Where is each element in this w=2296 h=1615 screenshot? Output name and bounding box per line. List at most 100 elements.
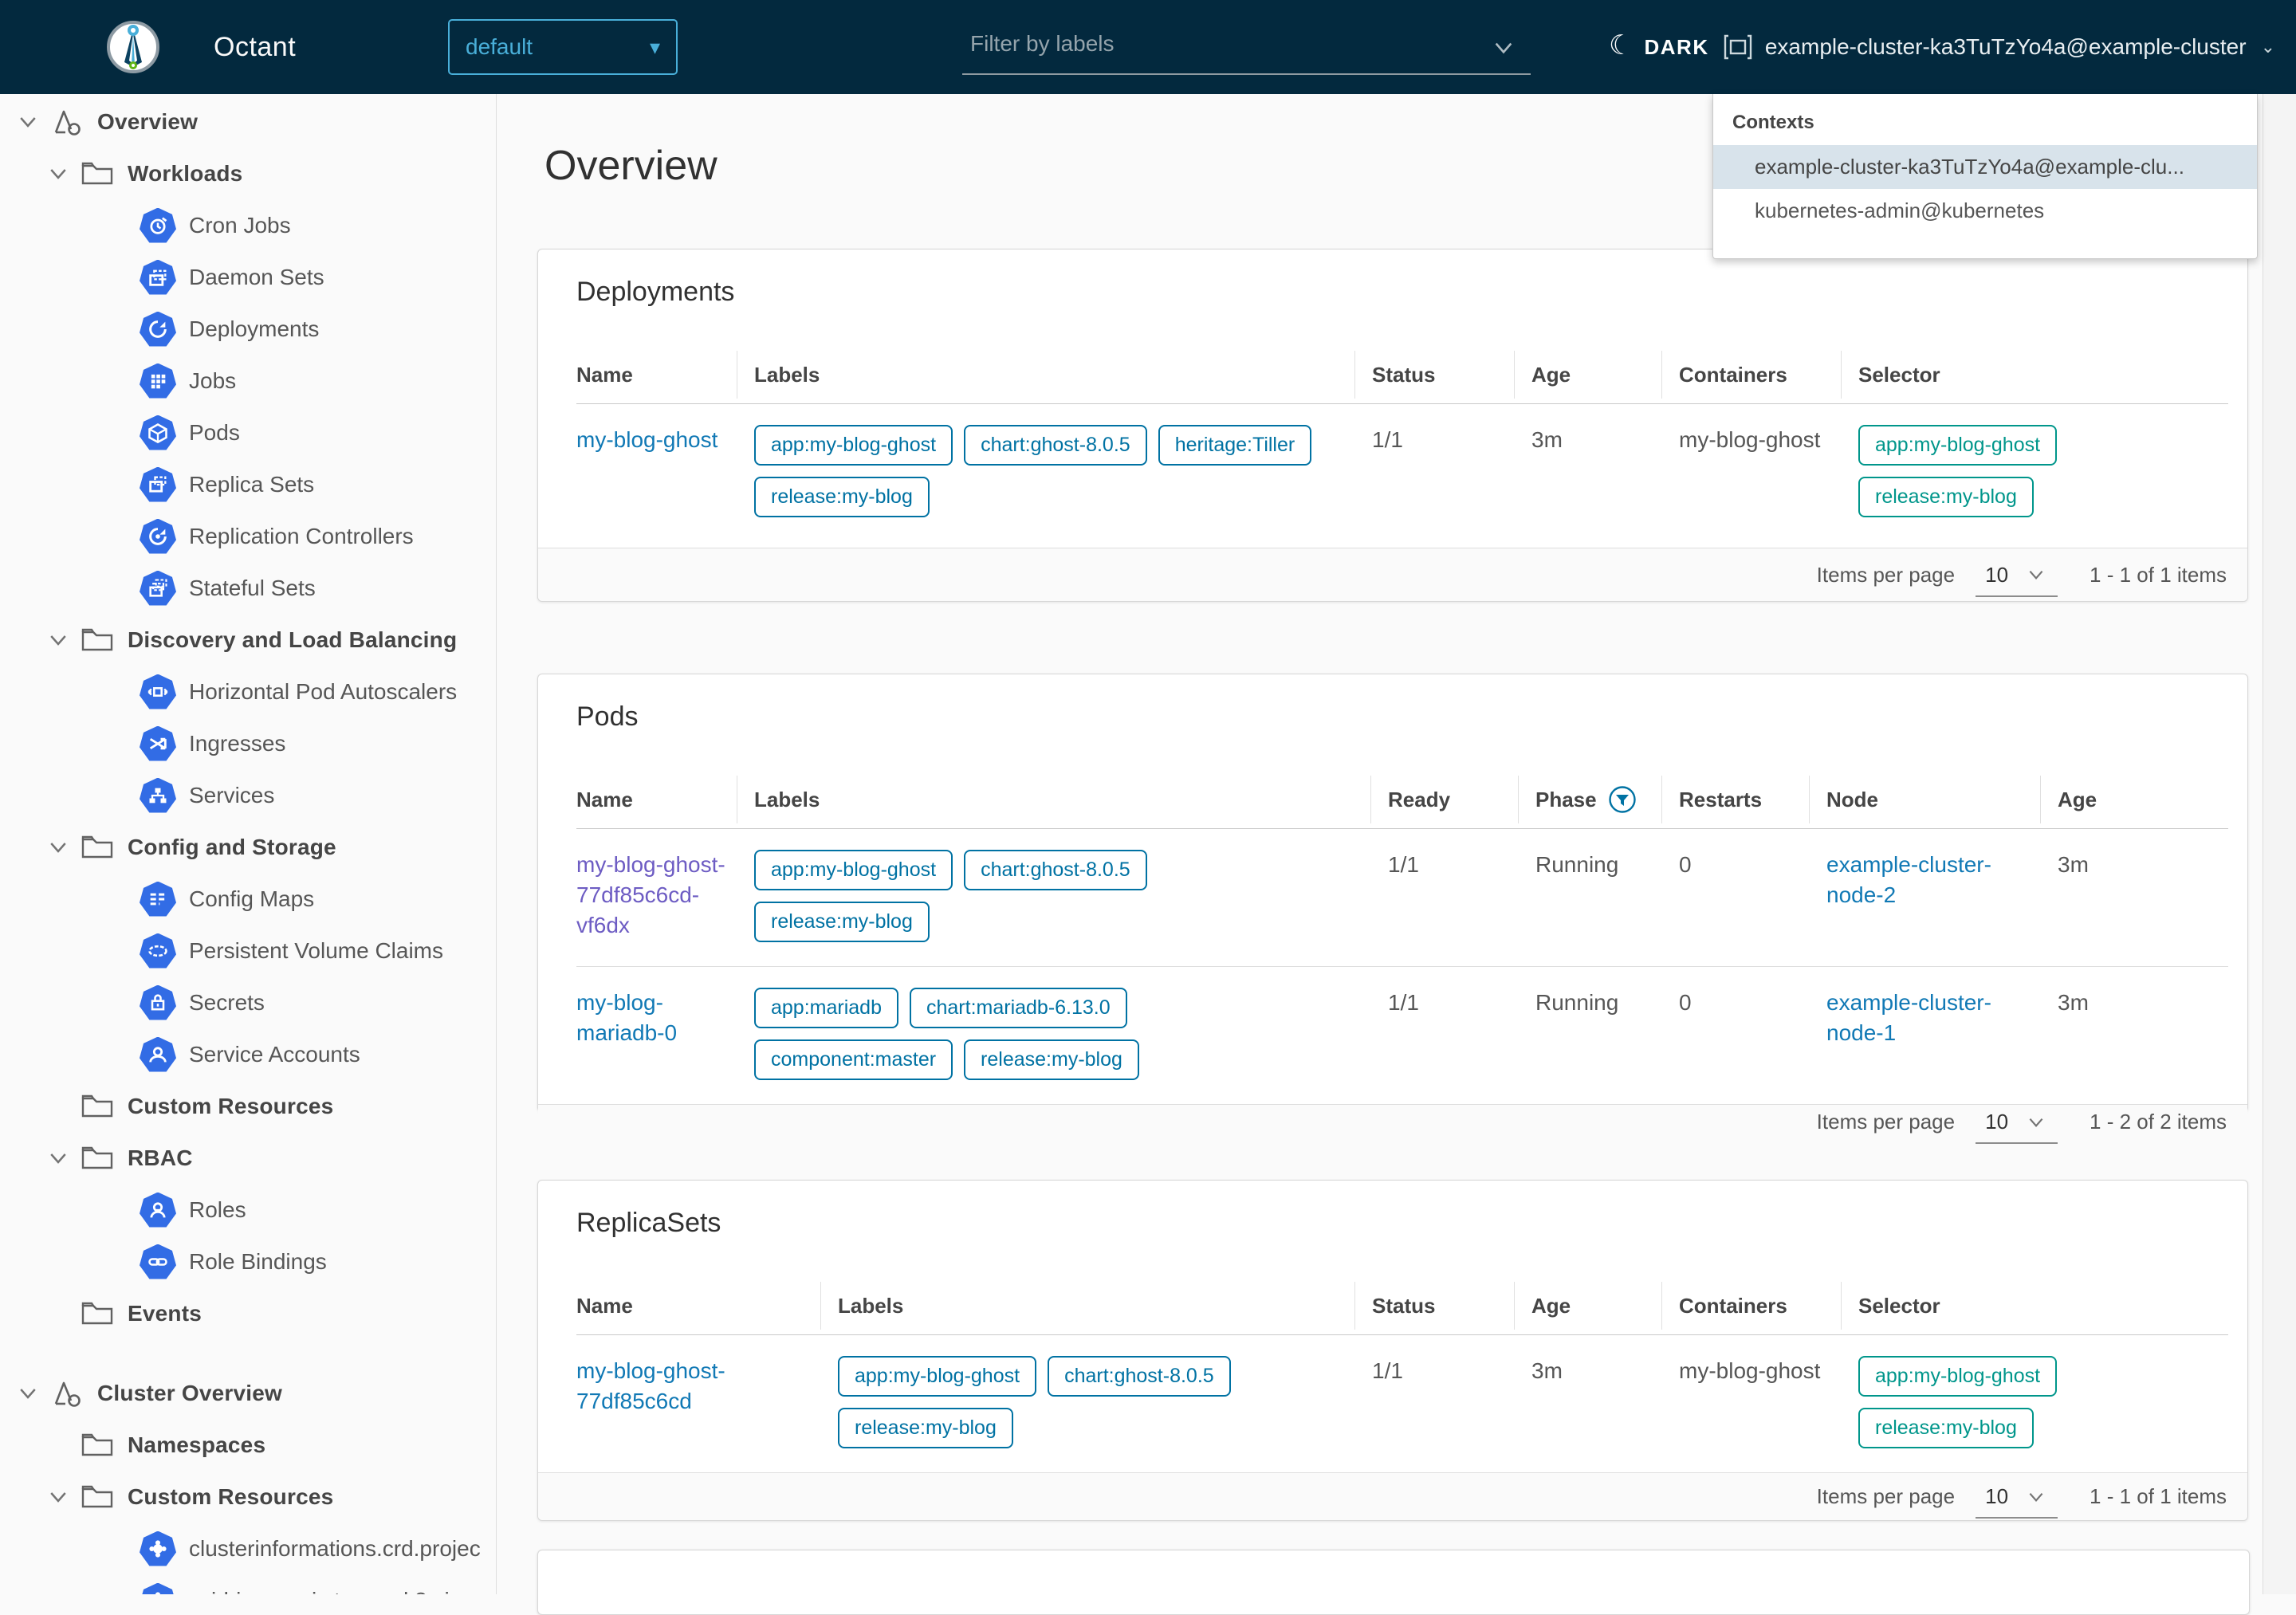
containers-cell: my-blog-ghost: [1679, 425, 1846, 455]
resource-name-link[interactable]: my-blog-ghost-77df85c6cd-vf6dx: [576, 852, 725, 937]
selector-badge[interactable]: release:my-blog: [1858, 477, 2034, 517]
sidebar-item-stateful-sets[interactable]: Stateful Sets: [0, 562, 496, 614]
label-filter-chevron-icon[interactable]: [1491, 35, 1516, 61]
resource-name-link[interactable]: my-blog-ghost: [576, 427, 718, 452]
column-header-ready: Ready: [1388, 771, 1535, 828]
sidebar-item-rbac[interactable]: RBAC: [0, 1132, 496, 1184]
label-badge[interactable]: release:my-blog: [964, 1039, 1139, 1080]
sidebar-item-namespaces[interactable]: Namespaces: [0, 1419, 496, 1471]
page-size-select[interactable]: 10: [1976, 1484, 2058, 1519]
page-size-select[interactable]: 10: [1976, 1110, 2058, 1144]
label-badge[interactable]: app:my-blog-ghost: [838, 1356, 1036, 1397]
sidebar-item-secrets[interactable]: Secrets: [0, 976, 496, 1028]
replicationcontroller-icon: [140, 519, 176, 554]
node-link[interactable]: example-cluster-node-2: [1826, 852, 1991, 907]
sidebar-item-service-accounts[interactable]: Service Accounts: [0, 1028, 496, 1080]
scrollbar-gutter[interactable]: [2263, 94, 2296, 1594]
chevron-down-icon[interactable]: [46, 162, 70, 186]
namespace-selected-value: default: [466, 34, 533, 60]
theme-toggle-button[interactable]: ☾ DARK: [1609, 0, 1709, 94]
sidebar-item-label: Stateful Sets: [189, 576, 316, 601]
sidebar-item-csidrivers-csi-storage-k8s-io[interactable]: csidrivers.csi.storage.k8s.io: [0, 1574, 496, 1594]
label-badge[interactable]: app:my-blog-ghost: [754, 850, 953, 890]
sidebar-item-label: Replication Controllers: [189, 524, 414, 549]
sidebar-item-config-and-storage[interactable]: Config and Storage: [0, 821, 496, 873]
sidebar-item-roles[interactable]: Roles: [0, 1184, 496, 1236]
chevron-down-icon[interactable]: [46, 628, 70, 652]
sidebar-nav: Overview Workloads Cron Jobs Daemon SetsDep…: [0, 94, 497, 1594]
items-per-page-label: Items per page: [1817, 1484, 1955, 1509]
sidebar-item-cron-jobs[interactable]: Cron Jobs: [0, 199, 496, 251]
selector-badge[interactable]: app:my-blog-ghost: [1858, 425, 2057, 466]
label-badge[interactable]: chart:ghost-8.0.5: [964, 850, 1147, 890]
app-header: Octant default ▾ ☾ DARK example-cluster-…: [0, 0, 2296, 94]
sidebar-item-events[interactable]: Events: [0, 1287, 496, 1339]
context-menu-item[interactable]: kubernetes-admin@kubernetes: [1713, 189, 2257, 233]
sidebar-item-clusterinformations-crd-projec[interactable]: clusterinformations.crd.projec: [0, 1523, 496, 1574]
sidebar-item-replica-sets[interactable]: Replica Sets: [0, 458, 496, 510]
label-badge[interactable]: component:master: [754, 1039, 953, 1080]
sidebar-item-services[interactable]: Services: [0, 769, 496, 821]
page-size-select[interactable]: 10: [1976, 563, 2058, 597]
label-badge[interactable]: heritage:Tiller: [1158, 425, 1312, 466]
sidebar-item-replication-controllers[interactable]: Replication Controllers: [0, 510, 496, 562]
sidebar-item-custom-resources[interactable]: Custom Resources: [0, 1080, 496, 1132]
sidebar-item-daemon-sets[interactable]: Daemon Sets: [0, 251, 496, 303]
label-badge[interactable]: release:my-blog: [754, 477, 930, 517]
sidebar-item-label: Services: [189, 783, 274, 808]
label-badge[interactable]: app:my-blog-ghost: [754, 425, 953, 466]
sidebar-item-label: Workloads: [128, 161, 242, 187]
hpa-icon: [140, 674, 176, 709]
sidebar-item-discovery-and-load-balancing[interactable]: Discovery and Load Balancing: [0, 614, 496, 666]
context-switcher[interactable]: example-cluster-ka3TuTzYo4a@example-clus…: [1724, 0, 2275, 94]
label-badge[interactable]: release:my-blog: [754, 902, 930, 942]
chevron-down-icon[interactable]: [46, 1485, 70, 1509]
chevron-down-icon[interactable]: [46, 835, 70, 859]
sidebar-item-persistent-volume-claims[interactable]: Persistent Volume Claims: [0, 925, 496, 976]
label-badge[interactable]: release:my-blog: [838, 1408, 1013, 1448]
sidebar-item-jobs[interactable]: Jobs: [0, 355, 496, 407]
chevron-down-icon[interactable]: [16, 110, 40, 134]
selector-badge[interactable]: app:my-blog-ghost: [1858, 1356, 2057, 1397]
label-badge[interactable]: chart:ghost-8.0.5: [964, 425, 1147, 466]
label-badge[interactable]: chart:mariadb-6.13.0: [910, 988, 1127, 1028]
daemonset-icon: [140, 260, 176, 295]
column-header-containers: Containers: [1679, 346, 1858, 403]
namespace-select[interactable]: default ▾: [448, 19, 678, 75]
sidebar-item-ingresses[interactable]: Ingresses: [0, 717, 496, 769]
sidebar-item-horizontal-pod-autoscalers[interactable]: Horizontal Pod Autoscalers: [0, 666, 496, 717]
crd-icon: [140, 1531, 176, 1566]
label-badge[interactable]: app:mariadb: [754, 988, 898, 1028]
selector-badge[interactable]: release:my-blog: [1858, 1408, 2034, 1448]
sidebar-item-label: Cron Jobs: [189, 213, 291, 238]
phase-filter-icon[interactable]: [1608, 785, 1637, 814]
node-link[interactable]: example-cluster-node-1: [1826, 990, 1991, 1045]
containers-cell: my-blog-ghost: [1679, 1356, 1846, 1386]
sidebar-item-config-maps[interactable]: Config Maps: [0, 873, 496, 925]
sidebar-item-label: Namespaces: [128, 1432, 265, 1458]
sidebar-item-label: clusterinformations.crd.projec: [189, 1536, 481, 1562]
sidebar-item-role-bindings[interactable]: Role Bindings: [0, 1236, 496, 1287]
resource-name-link[interactable]: my-blog-mariadb-0: [576, 990, 677, 1045]
sidebar-item-pods[interactable]: Pods: [0, 407, 496, 458]
card-pods: PodsNameLabelsReadyPhaseRestartsNodeAgem…: [537, 674, 2248, 1112]
page-size-chevron-icon: [2026, 564, 2046, 585]
label-badge[interactable]: chart:ghost-8.0.5: [1048, 1356, 1231, 1397]
sidebar-item-custom-resources[interactable]: Custom Resources: [0, 1471, 496, 1523]
theme-toggle-label: DARK: [1644, 35, 1708, 60]
column-header-containers: Containers: [1679, 1277, 1858, 1334]
resource-name-link[interactable]: my-blog-ghost-77df85c6cd: [576, 1358, 725, 1413]
sidebar-item-cluster-overview[interactable]: Cluster Overview: [0, 1367, 496, 1419]
chevron-down-icon[interactable]: [46, 1146, 70, 1170]
sidebar-item-label: Config Maps: [189, 886, 314, 912]
sidebar-item-workloads[interactable]: Workloads: [0, 147, 496, 199]
context-menu-item[interactable]: example-cluster-ka3TuTzYo4a@example-clu.…: [1713, 145, 2257, 189]
label-filter-input[interactable]: [962, 19, 1531, 75]
column-header-node: Node: [1826, 771, 2058, 828]
chevron-down-icon[interactable]: [16, 1381, 40, 1405]
sidebar-item-overview[interactable]: Overview: [0, 96, 496, 147]
column-header-labels: Labels: [754, 771, 1388, 828]
table-row: my-blog-ghost-77df85c6cd app:my-blog-ghos…: [576, 1335, 2228, 1472]
sidebar-item-label: Horizontal Pod Autoscalers: [189, 679, 457, 705]
sidebar-item-deployments[interactable]: Deployments: [0, 303, 496, 355]
